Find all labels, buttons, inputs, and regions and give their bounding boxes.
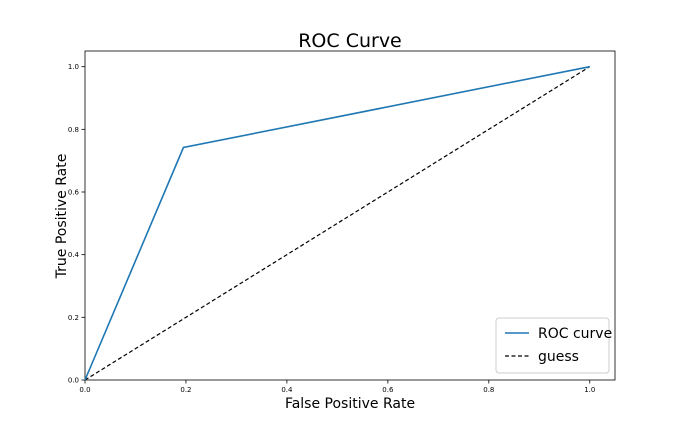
series-line-guess — [84, 66, 591, 381]
y-tick-label: 1.0 — [68, 63, 79, 71]
plot-area-frame — [84, 50, 616, 381]
y-axis-label: True Positive Rate — [54, 154, 70, 280]
series-line-roc-curve — [84, 65, 590, 381]
x-tick-label: 0.2 — [180, 386, 191, 394]
x-tick-label: 0.4 — [281, 386, 293, 394]
legend-box — [495, 317, 610, 374]
legend: ROC curve guess — [495, 317, 612, 374]
y-axis-ticks: 0.0 0.2 0.4 0.6 0.8 1.0 — [68, 63, 85, 385]
x-tick-label: 1.0 — [584, 386, 595, 394]
x-tick-label: 0.8 — [483, 386, 494, 394]
x-axis-label: False Positive Rate — [285, 396, 415, 412]
y-tick-label: 0.0 — [68, 377, 79, 385]
chart-title: ROC Curve — [298, 30, 402, 52]
legend-roc-curve-label: ROC curve — [538, 326, 612, 342]
y-tick-label: 0.8 — [68, 126, 79, 134]
x-axis-ticks: 0.0 0.2 0.4 0.6 0.8 1.0 — [79, 380, 595, 394]
x-tick-label: 0.0 — [79, 386, 90, 394]
legend-guess-label: guess — [538, 349, 579, 365]
x-tick-label: 0.6 — [382, 386, 394, 394]
series-layer — [84, 65, 591, 381]
y-tick-label: 0.2 — [68, 314, 79, 322]
y-tick-label: 0.6 — [68, 189, 80, 197]
y-tick-label: 0.4 — [68, 251, 80, 259]
